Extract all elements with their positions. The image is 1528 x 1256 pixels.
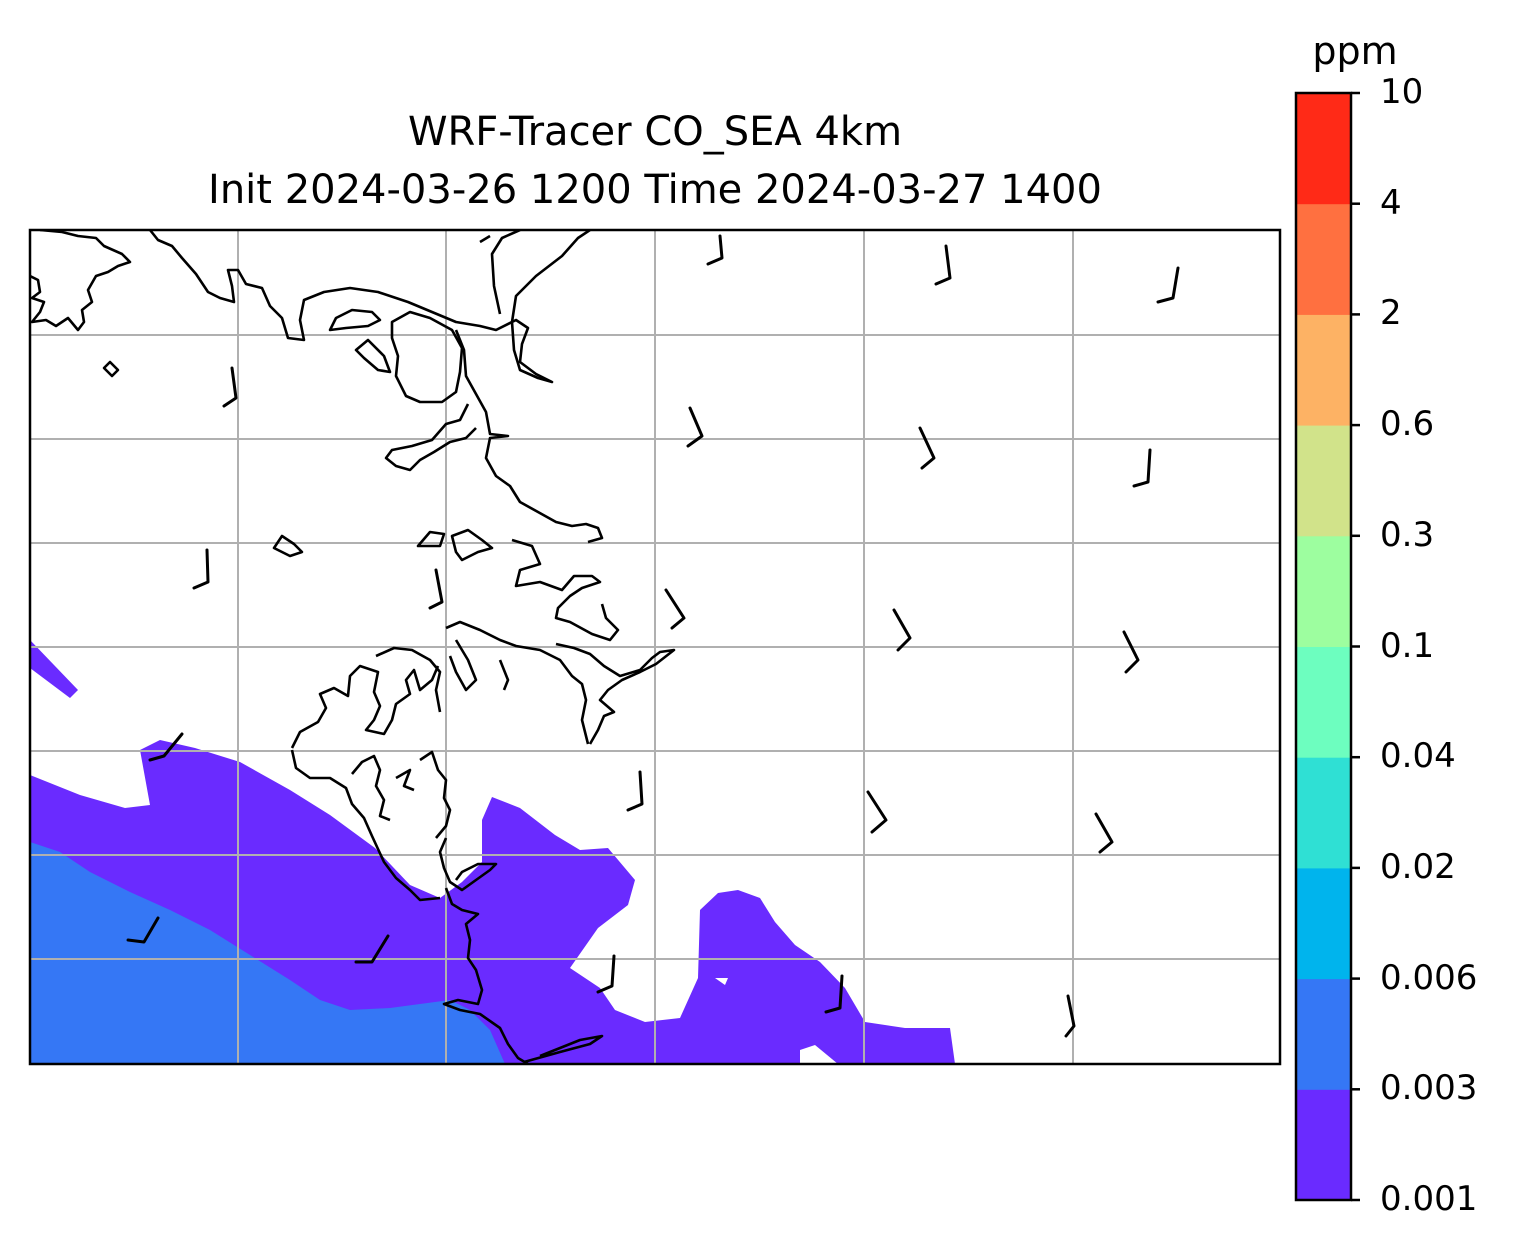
colorbar-segment — [1296, 867, 1351, 980]
coastline — [498, 659, 510, 691]
colorbar-segment — [1296, 203, 1351, 315]
coastline — [523, 1034, 604, 1064]
wind-barb — [664, 588, 686, 630]
wind-barb — [824, 974, 844, 1014]
wind-barb — [428, 568, 444, 610]
coastline — [30, 230, 132, 332]
coastline — [479, 234, 491, 244]
coastline — [448, 639, 478, 692]
concentration-band-0.001 — [30, 640, 78, 698]
wind-barb — [626, 770, 644, 812]
coastlines — [30, 230, 676, 1064]
colorbar-tick-label: 2 — [1380, 293, 1402, 334]
wind-barb — [1122, 630, 1140, 674]
wind-barbs — [126, 234, 1180, 1038]
wind-barb — [1156, 266, 1180, 304]
coastline — [555, 642, 676, 745]
wind-barb — [354, 934, 390, 964]
colorbar-segment — [1296, 93, 1351, 205]
colorbar-tick-label: 0.001 — [1380, 1179, 1478, 1219]
concentration-band-0.003 — [30, 842, 505, 1064]
wind-barb — [1094, 812, 1114, 854]
colorbar-segment — [1296, 757, 1351, 869]
coastline — [384, 403, 477, 472]
colorbar-segment — [1296, 314, 1351, 426]
coastline — [395, 768, 415, 792]
wind-barb — [918, 426, 936, 470]
colorbar-segment — [1296, 535, 1351, 647]
wind-barb — [596, 954, 616, 994]
wind-barb — [222, 366, 238, 408]
coastline — [272, 534, 304, 558]
coastline — [445, 620, 590, 745]
colorbar-tick-label: 0.04 — [1380, 736, 1456, 777]
wind-barb — [192, 548, 210, 590]
colorbar-tick-label: 0.6 — [1380, 404, 1435, 445]
colorbar — [1294, 91, 1360, 1202]
colorbar-segment — [1296, 646, 1351, 758]
wind-barb — [148, 732, 184, 762]
coastline — [328, 308, 382, 332]
colorbar-tick-label: 0.003 — [1380, 1068, 1478, 1109]
map-frame — [28, 228, 1282, 1066]
colorbar-tick-label: 10 — [1380, 72, 1424, 112]
colorbar-tick-label: 4 — [1380, 182, 1402, 223]
coastline — [148, 230, 554, 384]
coastline — [290, 664, 440, 749]
gridlines — [30, 230, 1280, 1064]
colorbar-segment — [1296, 978, 1351, 1090]
coastline — [102, 360, 120, 378]
coastline — [450, 528, 494, 562]
colorbar-segment — [1296, 1089, 1351, 1201]
coastline — [511, 538, 620, 642]
wind-barb — [1064, 994, 1076, 1038]
wind-barb — [126, 916, 160, 944]
coastline — [354, 338, 392, 374]
wind-barb — [892, 608, 912, 652]
coastline — [419, 750, 452, 839]
coastline — [510, 230, 591, 323]
coastline — [490, 230, 521, 315]
coastline — [351, 754, 391, 822]
wind-barb — [686, 406, 704, 448]
coastline — [290, 749, 441, 902]
colorbar-segment — [1296, 425, 1351, 537]
coastline — [438, 837, 498, 892]
colorbar-tick-label: 0.02 — [1380, 846, 1456, 887]
wind-barb — [706, 234, 724, 266]
colorbar-tick-label: 0.006 — [1380, 957, 1478, 998]
coastline — [442, 887, 529, 1064]
coastline — [454, 329, 604, 544]
colorbar-units-label: ppm — [1312, 29, 1398, 73]
coastline — [375, 646, 442, 713]
coastline — [416, 530, 446, 548]
wind-barb — [934, 244, 952, 286]
map-title-line-2: Init 2024-03-26 1200 Time 2024-03-27 140… — [208, 167, 1102, 213]
map-title-line-1: WRF-Tracer CO_SEA 4km — [407, 109, 903, 155]
colorbar-tick-label: 0.3 — [1380, 514, 1435, 555]
colorbar-tick-label: 0.1 — [1380, 625, 1435, 666]
wind-barb — [1132, 448, 1152, 488]
wind-barb — [866, 790, 888, 834]
coastline — [390, 310, 464, 404]
